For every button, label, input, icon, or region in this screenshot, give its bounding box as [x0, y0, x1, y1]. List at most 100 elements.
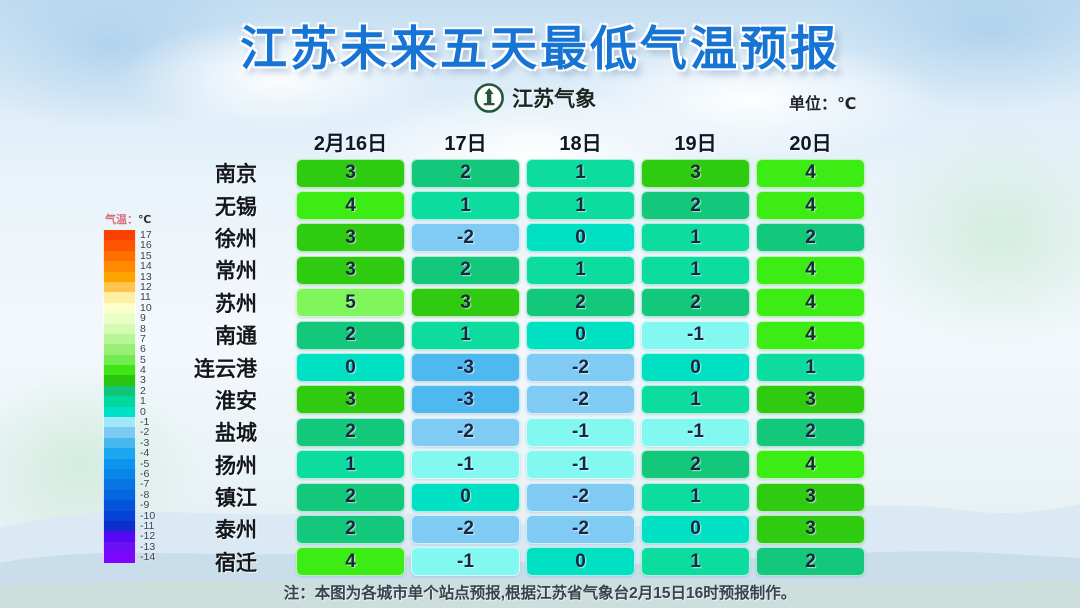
legend-title-unit: ℃: [138, 214, 152, 226]
temperature-cell: 0: [526, 223, 635, 253]
legend-value: 14: [140, 260, 152, 273]
temperature-cell: 0: [411, 482, 520, 512]
legend-swatch: [103, 385, 136, 397]
temperature-cell: -1: [526, 417, 635, 447]
city-label: 常州: [215, 260, 257, 284]
legend-entry: -3: [103, 437, 155, 449]
temperature-cell: 1: [526, 255, 635, 285]
temperature-cell: 1: [641, 385, 750, 415]
temperature-cell: 4: [756, 450, 865, 480]
legend-swatch: [103, 281, 136, 293]
legend-swatch: [103, 552, 136, 563]
legend-value: 10: [140, 301, 152, 314]
legend-swatch: [103, 541, 136, 553]
legend-value: 11: [140, 291, 151, 304]
date-header-cell: 18日: [559, 133, 602, 155]
legend-swatch: [103, 313, 136, 324]
unit-label: 单位：℃: [789, 96, 857, 113]
temperature-cell: 0: [526, 320, 635, 350]
legend-entry: -6: [103, 468, 155, 480]
legend-swatch: [103, 240, 136, 251]
legend-entry: -4: [103, 447, 155, 459]
legend-entry: -12: [103, 531, 155, 542]
legend-swatch: [103, 510, 136, 521]
legend-value: 5: [140, 353, 146, 366]
temperature-cell: 3: [296, 255, 405, 285]
temperature-cell: -1: [526, 450, 635, 480]
page-title: 江苏未来五天最低气温预报: [240, 22, 840, 75]
legend-entry: 9: [103, 312, 155, 325]
legend-entry: 0: [103, 406, 155, 417]
legend-entry: -11: [103, 520, 155, 532]
temperature-cell: 2: [296, 514, 405, 544]
legend-value: -5: [140, 457, 150, 470]
legend-entry: -10: [103, 510, 155, 521]
legend-value: 7: [140, 332, 146, 345]
green-wash: [860, 120, 1080, 350]
legend-swatch: [103, 520, 136, 532]
temperature-cell: -1: [411, 450, 520, 480]
table-row: 苏州 5 3 2 2 4: [158, 287, 868, 319]
legend-swatch: [103, 531, 136, 542]
temperature-cell: 3: [756, 514, 865, 544]
legend-entry: 12: [103, 281, 155, 293]
date-header-cell: 19日: [674, 133, 717, 155]
table-row: 连云港 0 -3 -2 0 1: [158, 351, 868, 383]
temperature-cell: 4: [296, 191, 405, 221]
legend-value: -2: [140, 426, 150, 439]
jiangsu-meteorology-emblem-icon: [474, 83, 504, 113]
legend-value: 17: [140, 229, 152, 241]
legend-entry: -13: [103, 541, 155, 553]
legend-title: 气温：℃: [105, 214, 155, 227]
legend-value: 1: [140, 395, 146, 408]
city-label: 南京: [215, 163, 257, 187]
legend-swatch: [103, 458, 136, 469]
table-row: 无锡 4 1 1 2 4: [158, 189, 868, 221]
temperature-cell: -1: [641, 320, 750, 350]
legend-entry: 7: [103, 332, 155, 345]
city-label: 泰州: [215, 519, 257, 543]
table-body: 南京 3 2 1 3 4 无锡 4 1 1 2 4 徐州 3 -2 0 1 2 常州 3 2 1 1 4 苏州 5 3 2 2 4 南通 2 1…: [158, 157, 868, 578]
legend-swatch: [103, 365, 136, 376]
temperature-cell: 2: [756, 417, 865, 447]
temperature-cell: 2: [641, 191, 750, 221]
temperature-cell: 2: [296, 320, 405, 350]
legend-swatch: [103, 271, 136, 282]
temperature-cell: 3: [756, 385, 865, 415]
table-row: 淮安 3 -3 -2 1 3: [158, 384, 868, 416]
city-label: 扬州: [215, 454, 257, 478]
temperature-cell: 2: [641, 450, 750, 480]
legend-swatch: [103, 354, 136, 366]
legend-value: -8: [140, 488, 150, 501]
legend-entry: 1: [103, 395, 155, 408]
legend-entry: 3: [103, 375, 155, 386]
temperature-cell: 4: [756, 288, 865, 318]
temperature-cell: 1: [411, 320, 520, 350]
logo-text: 江苏气象: [512, 88, 597, 111]
legend-value: -14: [140, 551, 156, 564]
temperature-cell: 3: [411, 288, 520, 318]
legend-entry: 11: [103, 291, 155, 304]
temperature-cell: -3: [411, 385, 520, 415]
temperature-cell: 1: [641, 223, 750, 253]
table-row: 徐州 3 -2 0 1 2: [158, 222, 868, 254]
temperature-cell: 3: [296, 223, 405, 253]
temperature-cell: -1: [641, 417, 750, 447]
temperature-cell: 0: [526, 547, 635, 577]
city-label: 苏州: [215, 292, 257, 316]
legend-swatch: [103, 261, 136, 272]
temperature-cell: -3: [411, 353, 520, 383]
legend-entry: 8: [103, 323, 155, 334]
logo: 江苏气象: [474, 83, 596, 113]
temperature-cell: 5: [296, 288, 405, 318]
legend-entry: -2: [103, 426, 155, 439]
legend-title-temp: 气温：: [105, 214, 138, 226]
temperature-cell: 2: [296, 417, 405, 447]
legend-entry: -1: [103, 416, 155, 428]
date-header-cell: 2月16日: [313, 133, 388, 155]
temperature-cell: -1: [411, 547, 520, 577]
legend-entry: 14: [103, 260, 155, 273]
city-label: 盐城: [215, 422, 257, 446]
date-header-row: 2月16日 17日 18日 19日 20日: [158, 126, 868, 157]
legend-value: 9: [140, 312, 146, 325]
